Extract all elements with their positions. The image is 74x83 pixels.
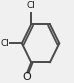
Text: Cl: Cl	[27, 1, 36, 10]
Text: O: O	[22, 72, 31, 82]
Text: Cl: Cl	[0, 39, 9, 48]
